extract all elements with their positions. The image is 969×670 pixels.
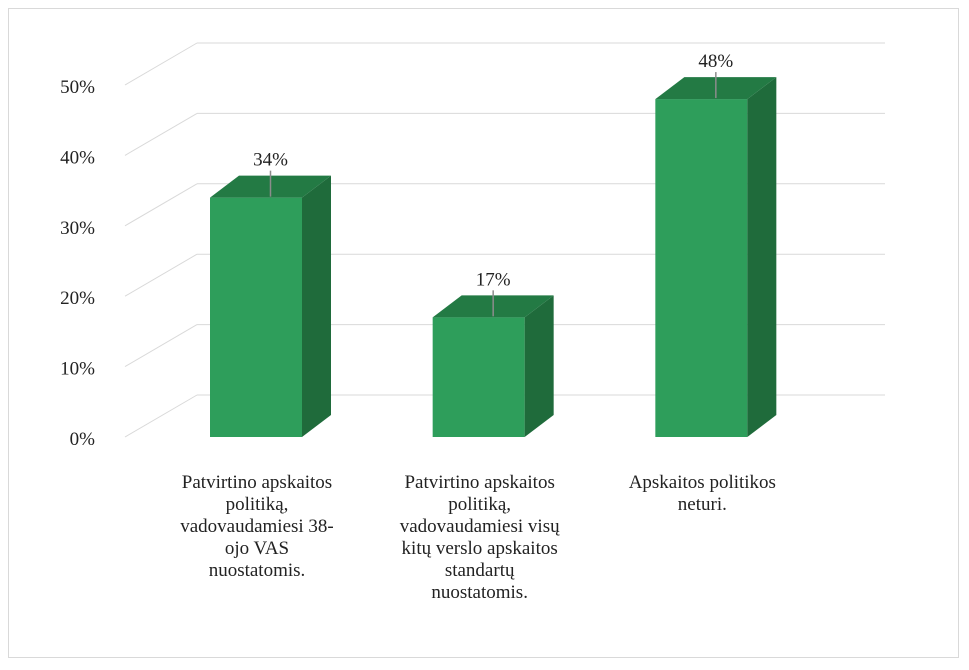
gridline-diagonal: [124, 253, 198, 297]
bar-front-2: [432, 317, 525, 437]
data-label: 48%: [698, 51, 733, 72]
category-label: Patvirtino apskaitos politiką, vadovauda…: [399, 472, 560, 603]
gridline-diagonal: [124, 183, 198, 227]
bar-side-1: [302, 175, 331, 437]
y-tick-label: 20%: [60, 288, 95, 309]
y-tick-label: 30%: [60, 218, 95, 239]
y-tick-label: 0%: [70, 429, 96, 450]
gridline-diagonal: [124, 324, 198, 368]
bar-side-3: [747, 77, 777, 437]
data-label: 17%: [476, 269, 511, 290]
y-tick-label: 40%: [60, 147, 95, 168]
bar-front-1: [210, 197, 302, 437]
gridline-diagonal: [124, 394, 198, 438]
bar-front-3: [655, 99, 748, 437]
bar-side-2: [524, 295, 554, 437]
y-tick-label: 50%: [60, 77, 95, 98]
y-tick-label: 10%: [60, 359, 95, 380]
data-label: 34%: [253, 150, 288, 171]
gridline-diagonal: [124, 42, 198, 86]
gridline-diagonal: [124, 112, 198, 156]
category-label: Apskaitos politikos neturi.: [628, 472, 776, 515]
category-label: Patvirtino apskaitos politiką, vadovauda…: [180, 472, 334, 581]
